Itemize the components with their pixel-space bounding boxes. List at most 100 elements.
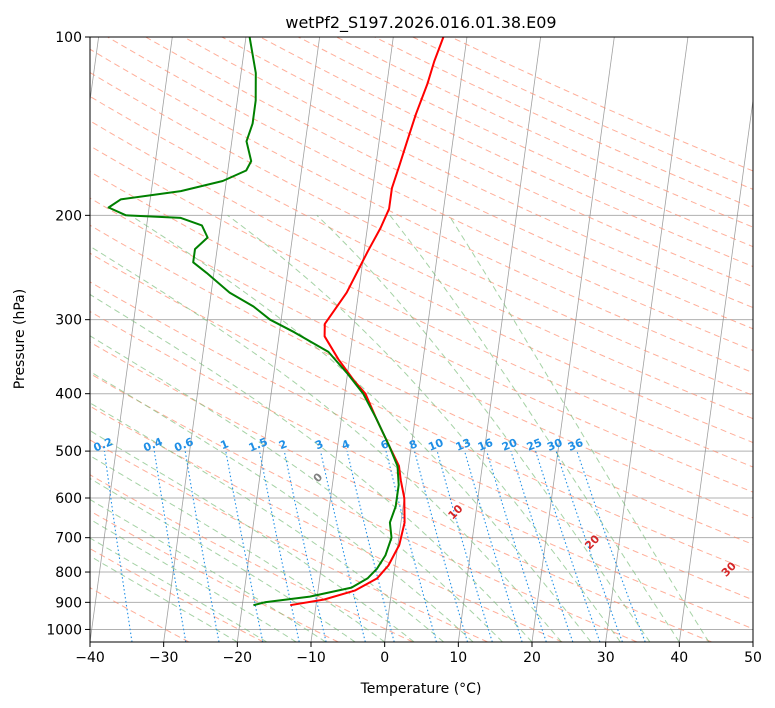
- y-axis-title: Pressure (hPa): [12, 289, 28, 389]
- dry-adiabat-line: [90, 405, 563, 642]
- x-tick-label: −10: [296, 650, 326, 666]
- dry-adiabat-line: [374, 37, 753, 209]
- y-tick-label: 900: [55, 595, 82, 611]
- dry-adiabat-label: 0: [311, 470, 326, 485]
- mixing-ratio-line: [413, 450, 469, 642]
- dry-adiabat-line: [336, 37, 753, 228]
- dry-adiabat-line: [90, 439, 488, 642]
- moist-adiabat-line: [90, 335, 503, 642]
- moist-adiabat-line: [90, 402, 444, 642]
- moist-adiabat-line: [90, 477, 356, 642]
- mixing-ratio-label: 4: [340, 437, 352, 452]
- dry-adiabat-line: [90, 510, 339, 642]
- y-tick-label: 800: [55, 565, 82, 581]
- dry-adiabat-label: 30: [719, 559, 739, 579]
- moist-adiabat-line: [90, 430, 415, 642]
- mixing-ratio-line: [510, 450, 574, 642]
- dry-adiabat-line: [90, 281, 753, 601]
- mixing-ratio-line: [319, 450, 366, 642]
- dry-adiabat-line: [259, 37, 753, 268]
- x-tick-label: 20: [523, 650, 541, 666]
- x-tick-label: 30: [597, 650, 615, 666]
- dry-adiabat-line: [145, 37, 753, 330]
- moist-adiabat-line: [448, 215, 710, 642]
- x-tick-label: 50: [744, 650, 762, 666]
- x-tick-label: 10: [449, 650, 467, 666]
- mixing-ratio-label: 3: [313, 437, 325, 452]
- mixing-ratio-line: [153, 451, 187, 642]
- mixing-ratio-label: 0.6: [172, 435, 195, 454]
- mixing-ratio-label: 2: [277, 437, 289, 452]
- y-tick-label: 500: [55, 444, 82, 460]
- moist-adiabat-line: [90, 555, 238, 642]
- isotherm-line: [531, 37, 615, 642]
- y-tick-label: 100: [55, 30, 82, 46]
- dry-adiabat-line: [183, 37, 753, 309]
- dry-adiabat-line: [90, 310, 753, 630]
- mixing-ratio-label: 0.4: [142, 435, 165, 454]
- mixing-ratio-label: 36: [566, 436, 585, 454]
- isotherm-line: [384, 37, 468, 642]
- moist-adiabat-line: [90, 498, 326, 642]
- moist-adiabat-line: [316, 214, 651, 642]
- mixing-ratio-label: 30: [545, 436, 564, 454]
- moist-adiabat-line: [130, 214, 592, 642]
- y-tick-label: 600: [55, 491, 82, 507]
- dry-adiabat-line: [90, 474, 414, 642]
- isotherm-line: [236, 37, 321, 642]
- isotherm-line: [752, 639, 753, 642]
- mixing-ratio-label: 1: [219, 437, 231, 452]
- x-tick-label: 0: [380, 650, 389, 666]
- dry-adiabat-line: [90, 341, 712, 642]
- moist-adiabat-line: [90, 518, 297, 642]
- dry-adiabat-label: 10: [446, 502, 466, 522]
- dry-adiabat-line: [90, 71, 753, 396]
- dry-adiabat-line: [90, 48, 753, 374]
- mixing-ratio-line: [486, 450, 547, 642]
- x-tick-label: 40: [670, 650, 688, 666]
- isotherm-line: [605, 37, 689, 642]
- y-tick-label: 700: [55, 531, 82, 547]
- x-tick-label: −20: [223, 650, 253, 666]
- mixing-ratio-line: [385, 450, 437, 642]
- mixing-ratio-line: [464, 450, 523, 642]
- dry-adiabat-line: [90, 171, 753, 493]
- x-axis-title: Temperature (°C): [360, 681, 482, 697]
- mixing-ratio-line: [535, 450, 601, 642]
- mixing-ratio-line: [103, 451, 133, 642]
- mixing-ratio-label: 25: [525, 436, 544, 454]
- moist-adiabat-line: [227, 214, 621, 642]
- dry-adiabat-line: [90, 252, 753, 573]
- dewpoint-profile-line: [107, 37, 400, 607]
- mixing-ratio-label: 10: [426, 436, 445, 454]
- dry-adiabat-line: [90, 197, 753, 519]
- isotherm-line: [90, 37, 173, 642]
- dry-adiabat-line: [298, 37, 753, 248]
- x-tick-label: −30: [149, 650, 179, 666]
- y-tick-label: 300: [55, 313, 82, 329]
- y-tick-label: 1000: [46, 622, 82, 638]
- mixing-ratio-line: [184, 451, 220, 642]
- moist-adiabat-line: [90, 293, 533, 642]
- mixing-ratio-line: [436, 450, 493, 642]
- mixing-ratio-label: 20: [500, 436, 519, 454]
- mixing-ratio-label: 8: [407, 437, 419, 452]
- mixing-ratio-line: [258, 450, 300, 642]
- dry-adiabat-line: [90, 548, 264, 642]
- dry-adiabat-line: [221, 37, 753, 288]
- dry-adiabat-line: [90, 95, 753, 420]
- y-tick-label: 200: [55, 208, 82, 224]
- mixing-ratio-line: [346, 450, 395, 642]
- mixing-ratio-line: [283, 450, 327, 642]
- moist-adiabat-line: [90, 455, 385, 642]
- y-tick-label: 400: [55, 387, 82, 403]
- dry-adiabat-line: [107, 37, 753, 352]
- mixing-ratio-label: 16: [476, 436, 495, 454]
- moist-adiabat-line: [389, 214, 680, 642]
- moist-adiabat-line: [90, 370, 474, 642]
- mixing-ratio-line: [225, 451, 264, 642]
- mixing-ratio-line: [555, 450, 623, 642]
- chart-title: wetPf2_S197.2026.016.01.38.E09: [285, 13, 556, 33]
- isotherm-line: [90, 37, 100, 104]
